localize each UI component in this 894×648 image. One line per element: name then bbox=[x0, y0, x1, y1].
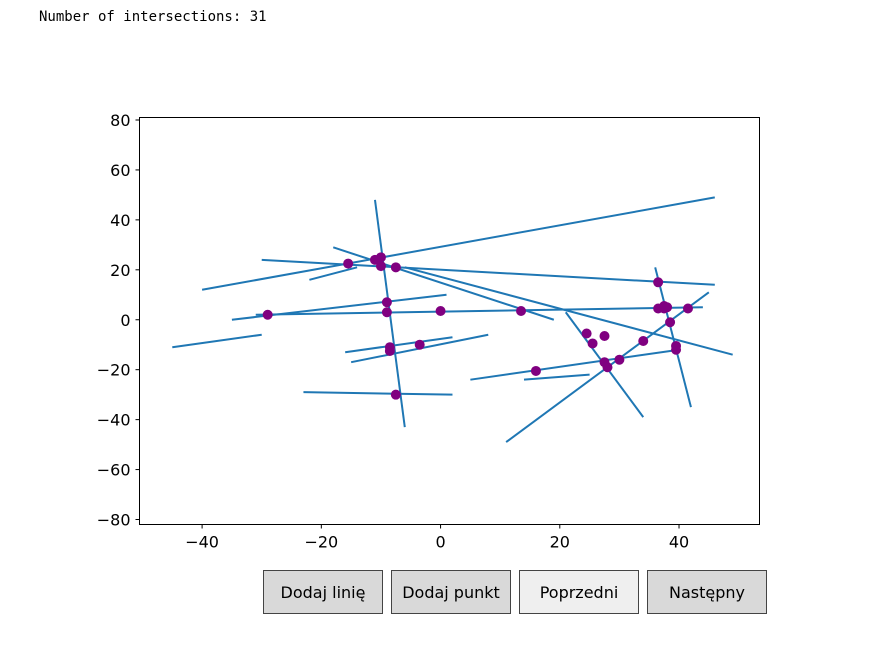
y-tick-label: 20 bbox=[110, 261, 130, 280]
y-tick-label: −20 bbox=[97, 361, 131, 380]
line-segment-15 bbox=[470, 348, 680, 381]
intersection-point-31 bbox=[659, 303, 670, 314]
intersection-point-22 bbox=[638, 335, 649, 346]
x-tick-label: −20 bbox=[304, 533, 338, 552]
line-segment-3 bbox=[172, 333, 262, 349]
intersection-point-13 bbox=[414, 339, 425, 350]
intersection-point-17 bbox=[587, 338, 598, 349]
intersection-point-27 bbox=[665, 317, 676, 328]
intersection-point-21 bbox=[614, 354, 625, 365]
line-segment-9 bbox=[345, 336, 453, 354]
line-segment-11 bbox=[303, 391, 453, 396]
y-tick-label: −40 bbox=[97, 411, 131, 430]
line-segment-5 bbox=[255, 306, 703, 316]
intersection-point-2 bbox=[343, 258, 354, 269]
intersection-point-15 bbox=[530, 365, 541, 376]
x-axis-ticks: −40 −20 0 20 40 bbox=[185, 524, 689, 552]
intersection-point-4 bbox=[375, 252, 386, 263]
y-tick-label: −80 bbox=[97, 511, 131, 530]
intersection-points-layer bbox=[262, 252, 693, 400]
line-segment-2 bbox=[261, 258, 715, 286]
intersection-point-29 bbox=[671, 344, 682, 355]
intersection-point-5 bbox=[375, 261, 386, 272]
intersection-point-20 bbox=[602, 362, 613, 373]
intersection-point-12 bbox=[384, 345, 395, 356]
line-segment-16 bbox=[523, 373, 590, 381]
intersections-count-text: Number of intersections: 31 bbox=[39, 9, 267, 25]
intersection-point-1 bbox=[262, 309, 273, 320]
y-tick-label: 80 bbox=[110, 111, 130, 130]
line-segment-12 bbox=[404, 266, 733, 356]
y-tick-label: 60 bbox=[110, 161, 130, 180]
intersection-point-30 bbox=[682, 303, 693, 314]
intersection-point-6 bbox=[390, 262, 401, 273]
intersection-point-23 bbox=[653, 277, 664, 288]
intersection-point-8 bbox=[381, 307, 392, 318]
intersection-point-16 bbox=[581, 328, 592, 339]
y-tick-label: −60 bbox=[97, 461, 131, 480]
y-tick-label: 0 bbox=[120, 311, 130, 330]
add-line-button[interactable]: Dodaj linię bbox=[263, 570, 383, 614]
line-segment-17 bbox=[654, 267, 692, 408]
x-tick-label: −40 bbox=[185, 533, 219, 552]
intersection-point-9 bbox=[435, 306, 446, 317]
x-tick-label: 0 bbox=[435, 533, 445, 552]
line-segments-layer bbox=[172, 196, 733, 443]
intersection-point-18 bbox=[599, 330, 610, 341]
y-axis-ticks: −80 −60 −40 −20 0 20 40 60 80 bbox=[97, 111, 140, 530]
y-tick-label: 40 bbox=[110, 211, 130, 230]
add-point-button[interactable]: Dodaj punkt bbox=[391, 570, 511, 614]
previous-button[interactable]: Poprzedni bbox=[519, 570, 639, 614]
intersection-point-14 bbox=[390, 389, 401, 400]
plot-frame bbox=[139, 117, 760, 525]
line-segment-1 bbox=[201, 196, 715, 291]
next-button[interactable]: Następny bbox=[647, 570, 767, 614]
x-tick-label: 40 bbox=[669, 533, 689, 552]
intersection-point-7 bbox=[381, 297, 392, 308]
intersection-point-10 bbox=[516, 306, 527, 317]
x-tick-label: 20 bbox=[550, 533, 570, 552]
line-segment-7 bbox=[309, 266, 358, 281]
